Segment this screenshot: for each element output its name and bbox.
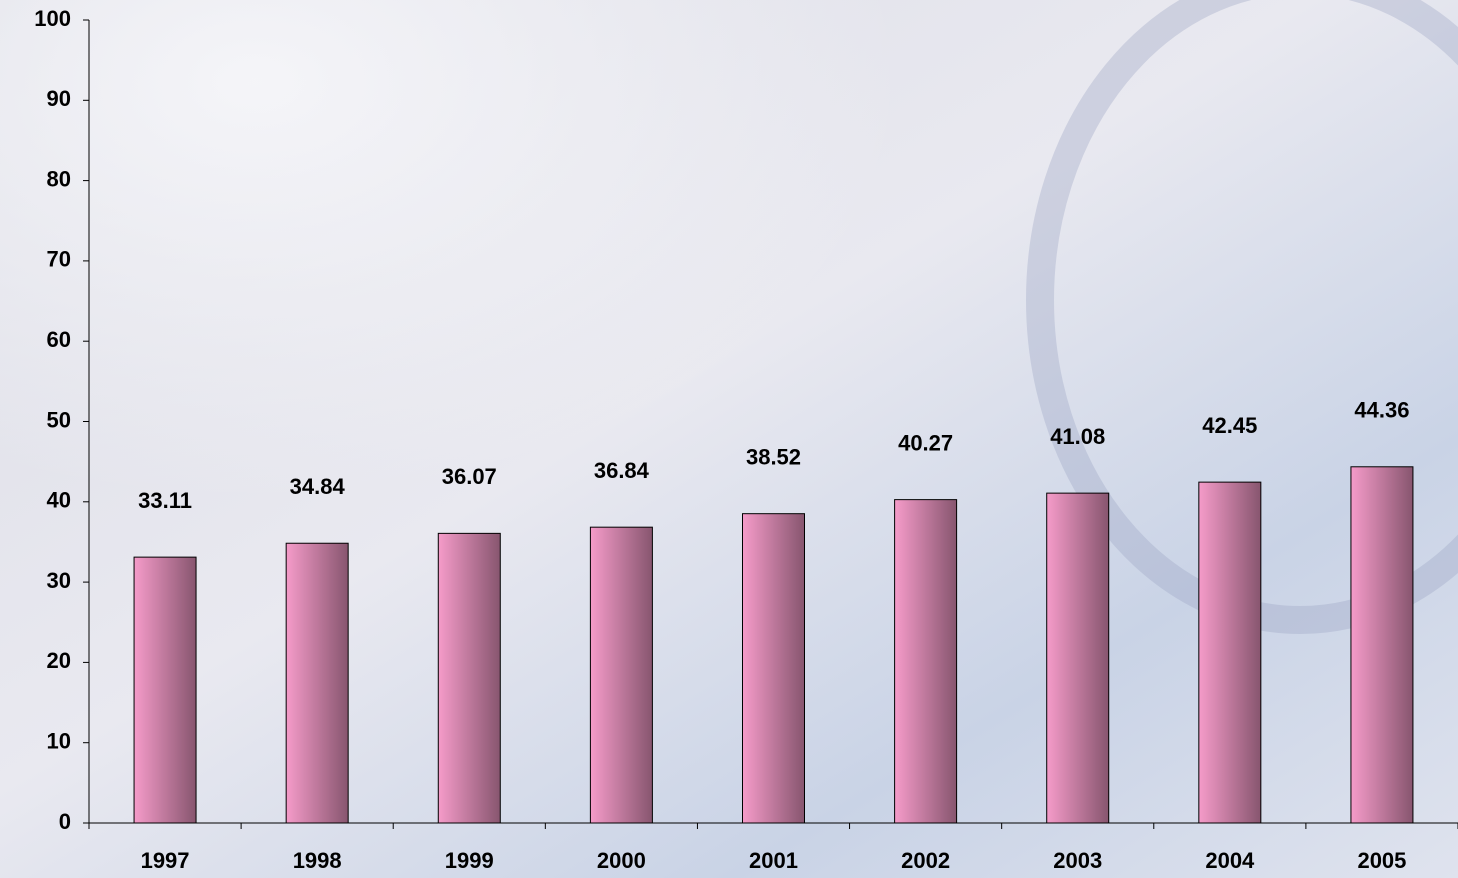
background-wheel [1026,0,1458,634]
bar [1046,492,1110,824]
y-tick-label: 80 [47,166,71,191]
x-tick-label: 1998 [293,848,342,873]
y-tick-label: 20 [47,648,71,673]
x-tick-label: 2004 [1205,848,1255,873]
y-tick-label: 90 [47,86,71,111]
bar [589,526,653,824]
y-tick-label: 100 [34,6,71,31]
bar [1350,466,1414,824]
value-label: 36.07 [442,464,497,489]
value-label: 33.11 [138,488,192,513]
x-tick-label: 1997 [141,848,190,873]
bar [437,532,501,824]
y-tick-label: 50 [47,407,71,432]
x-tick-label: 2002 [901,848,950,873]
y-tick-label: 70 [47,247,71,272]
value-label: 42.45 [1202,413,1257,438]
background-cloud [0,0,1100,670]
value-label: 44.36 [1354,398,1409,423]
x-tick-label: 2003 [1053,848,1102,873]
x-tick-label: 2005 [1357,848,1406,873]
bar [1198,481,1262,824]
x-tick-label: 2001 [749,848,798,873]
x-tick-label: 1999 [445,848,494,873]
bar [285,542,349,824]
y-tick-label: 10 [47,729,71,754]
bar [133,556,197,824]
value-label: 41.08 [1050,424,1105,449]
y-tick-label: 60 [47,327,71,352]
x-tick-label: 2000 [597,848,646,873]
value-label: 40.27 [898,430,953,455]
y-tick-label: 0 [59,809,71,834]
value-label: 34.84 [290,474,346,499]
bar [894,499,958,824]
y-tick-label: 30 [47,568,71,593]
value-label: 36.84 [594,458,650,483]
bar [742,513,805,824]
y-tick-label: 40 [47,488,71,513]
value-label: 38.52 [746,444,801,469]
